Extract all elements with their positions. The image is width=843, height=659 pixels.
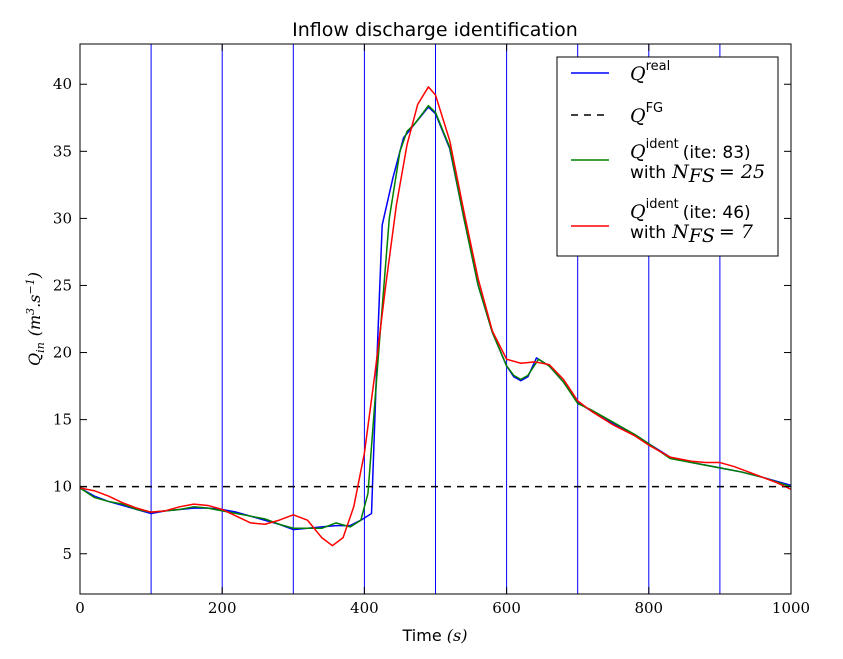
y-axis-label-unit-sup2: −1	[24, 278, 37, 294]
tick-labels: 0 200 400 600 800 1000 5 10 15 20 25 30 35 40	[53, 75, 810, 617]
legend-entry-fg: QFG	[630, 101, 663, 127]
series-lines	[79, 86, 792, 547]
x-tick-label: 1000	[772, 599, 810, 617]
legend-entry-ident-7: Qident (ite: 46)	[630, 197, 751, 223]
y-axis-label-symbol: Q	[25, 353, 44, 366]
axis-ticks	[79, 44, 792, 594]
y-axis-label-sub: in	[34, 342, 47, 353]
legend-entry-ident-25-line2: with NFS = 25	[630, 161, 765, 187]
chart-title: Inflow discharge identification	[292, 19, 578, 41]
x-axis-label-unit: (s)	[447, 626, 468, 645]
y-tick-label: 35	[53, 142, 72, 160]
plot-frame	[79, 43, 792, 595]
legend-entry-real: Qreal	[630, 59, 670, 85]
y-tick-label: 20	[53, 344, 72, 362]
series-line-real	[79, 106, 792, 531]
x-tick-label: 600	[492, 599, 521, 617]
y-tick-label: 25	[53, 276, 72, 294]
legend-box	[556, 56, 779, 257]
x-axis-label: Time (s)	[402, 626, 468, 645]
x-tick-label: 0	[75, 599, 85, 617]
y-tick-label: 30	[53, 209, 72, 227]
y-axis-label: Qin (m3.s−1)	[24, 272, 47, 366]
legend-entry-ident-7-line2: with NFS = 7	[630, 221, 754, 247]
legend: Qreal QFG Qident (ite: 83) with NFS = 25 Qi…	[556, 56, 779, 257]
legend-entry-ident-25: Qident (ite: 83)	[630, 137, 751, 163]
y-axis-label-unit-sup1: 3	[24, 308, 37, 315]
y-tick-label: 40	[53, 75, 72, 93]
y-axis-label-unit-open: (m	[25, 315, 44, 336]
y-tick-label: 5	[62, 545, 72, 563]
y-axis-label-unit-close: )	[25, 272, 44, 279]
x-tick-label: 800	[634, 599, 663, 617]
x-axis-label-text: Time	[402, 626, 442, 645]
series-line-ident-7	[79, 86, 792, 547]
x-tick-label: 400	[350, 599, 379, 617]
series-line-ident-25	[79, 104, 792, 530]
y-tick-label: 15	[53, 411, 72, 429]
x-tick-label: 200	[208, 599, 237, 617]
y-tick-label: 10	[53, 478, 72, 496]
y-axis-label-unit-mid: .s	[25, 295, 44, 308]
